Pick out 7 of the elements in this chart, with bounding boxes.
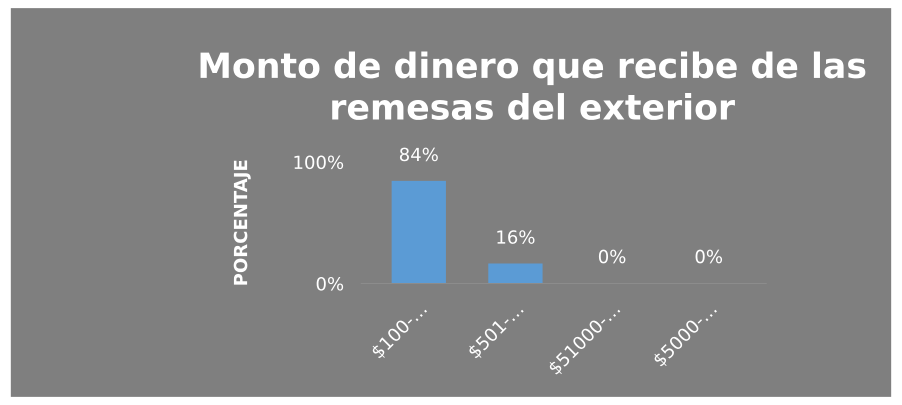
- data-label: 0%: [696, 250, 722, 264]
- data-label: 16%: [497, 230, 534, 244]
- y-tick-label: 100%: [294, 155, 344, 170]
- data-label: 0%: [598, 250, 626, 264]
- chart-title: Monto de dinero que recibe de las remesas del exterior: [200, 52, 866, 120]
- data-label: 84%: [400, 148, 438, 162]
- y-axis-title: PORCENTAJE: [234, 160, 251, 285]
